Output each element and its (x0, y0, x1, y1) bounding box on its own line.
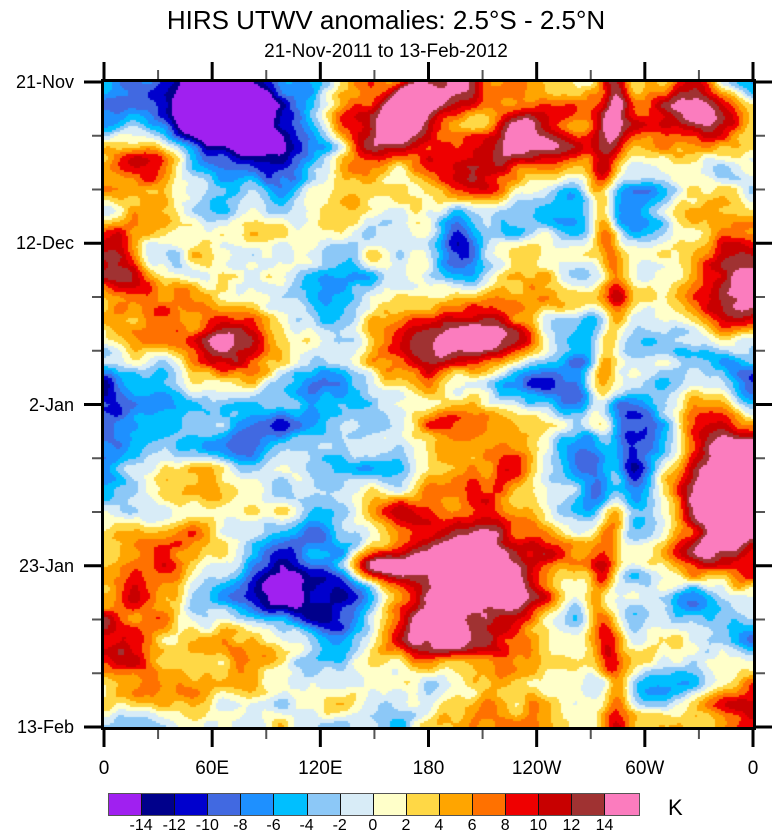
colorbar-tick-label: -12 (162, 817, 186, 830)
colorbar-tick-label: 10 (529, 817, 548, 830)
x-axis-tick-label: 180 (412, 758, 445, 779)
colorbar-tick-label: 2 (401, 817, 411, 830)
x-axis-tick-label: 120E (298, 758, 343, 779)
colorbar-swatch (373, 794, 407, 815)
colorbar-tick-label: 8 (500, 817, 510, 830)
y-axis-tick-label: 23-Jan (18, 555, 74, 576)
x-axis-tick-label: 0 (747, 758, 759, 779)
chart-subtitle: 21-Nov-2011 to 13-Feb-2012 (264, 41, 508, 62)
colorbar-units-label: K (668, 795, 683, 820)
y-axis-tick-label: 12-Dec (15, 233, 74, 254)
chart-title: HIRS UTWV anomalies: 2.5°S - 2.5°N (166, 5, 606, 35)
colorbar-swatch (274, 794, 308, 815)
x-axis-tick-label: 60E (195, 758, 230, 779)
x-axis-tick-label: 60W (625, 758, 665, 779)
colorbar-swatch (605, 794, 639, 815)
colorbar-swatch (340, 794, 374, 815)
colorbar-swatch (439, 794, 474, 815)
colorbar-tick-label: -8 (233, 817, 248, 830)
colorbar-swatch (506, 794, 540, 815)
colorbar-tick-label: -6 (266, 817, 281, 830)
colorbar-swatch (307, 794, 341, 815)
y-axis-tick-label: 13-Feb (16, 717, 74, 737)
y-axis-tick-label: 2-Jan (28, 394, 74, 415)
x-axis-tick-label: 120W (511, 758, 562, 779)
colorbar-swatch (539, 794, 573, 815)
colorbar-tick-label: 6 (467, 817, 477, 830)
colorbar-tick-label: -4 (299, 817, 314, 830)
colorbar-tick-label: 4 (434, 817, 444, 830)
colorbar-swatch (473, 794, 507, 815)
colorbar-swatch (572, 794, 606, 815)
hovmoller-field-canvas (104, 82, 753, 727)
colorbar-swatch (241, 794, 275, 815)
colorbar-swatch (109, 794, 143, 815)
colorbar-tick-label: 0 (368, 817, 378, 830)
colorbar-swatch (208, 794, 242, 815)
colorbar (108, 793, 640, 816)
colorbar-swatch (175, 794, 209, 815)
colorbar-swatch (142, 794, 176, 815)
colorbar-tick-label: 14 (595, 817, 614, 830)
y-axis-tick-label: 21-Nov (15, 72, 74, 92)
colorbar-tick-label: -10 (195, 817, 219, 830)
colorbar-tick-label: -14 (129, 817, 153, 830)
colorbar-swatch (406, 794, 440, 815)
colorbar-tick-label: -2 (332, 817, 347, 830)
x-axis-tick-label: 0 (98, 758, 110, 779)
colorbar-tick-label: 12 (562, 817, 581, 830)
